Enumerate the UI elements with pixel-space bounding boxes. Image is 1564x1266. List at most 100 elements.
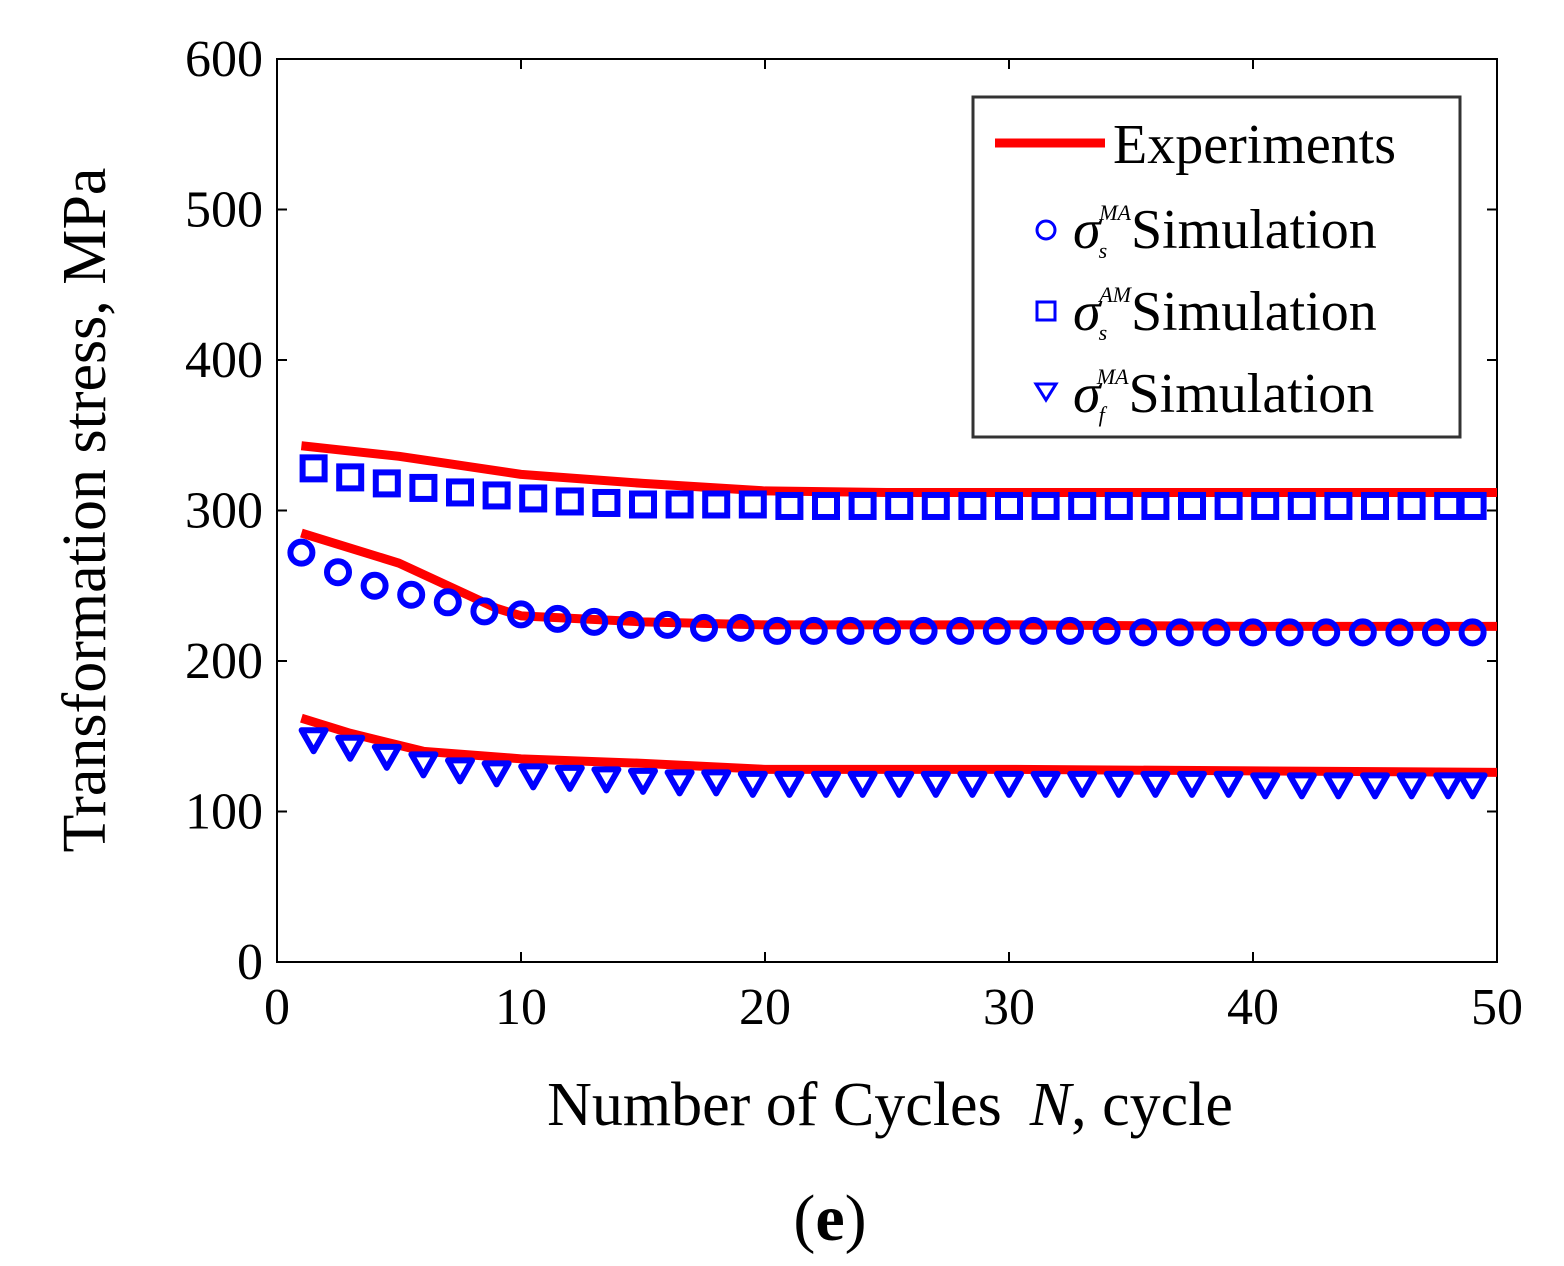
sim-point-triangle bbox=[1177, 770, 1207, 798]
sim-point-square bbox=[738, 490, 767, 519]
sim-point-circle bbox=[653, 610, 682, 639]
sim-point-square bbox=[1361, 491, 1389, 520]
sim-point-square bbox=[1324, 491, 1353, 520]
sim-point-circle bbox=[909, 616, 938, 645]
sim-point-triangle bbox=[591, 766, 622, 794]
legend-box bbox=[971, 95, 1462, 439]
sim-point-square bbox=[519, 484, 548, 513]
y-tick-label: 0 bbox=[237, 934, 263, 991]
sim-point-circle bbox=[287, 538, 316, 567]
sim-point-circle bbox=[433, 588, 462, 617]
sim-point-triangle bbox=[1030, 770, 1061, 798]
sim-point-triangle bbox=[1286, 772, 1317, 800]
y-tick-label: 100 bbox=[185, 784, 263, 841]
sim-point-square bbox=[372, 469, 401, 498]
y-axis-label: Transformation stress, MPa bbox=[51, 168, 119, 853]
sim-point-square bbox=[409, 473, 438, 502]
legend-sigma-s-am: σsAMSimulation bbox=[1073, 281, 1377, 345]
x-tick-label: 30 bbox=[983, 979, 1035, 1036]
sim-point-triangle bbox=[920, 770, 951, 798]
sim-point-square bbox=[812, 491, 840, 520]
sim-point-square bbox=[885, 491, 914, 520]
sim-point-triangle bbox=[628, 767, 658, 795]
sim-point-square bbox=[1141, 491, 1170, 520]
x-tick-label: 0 bbox=[264, 979, 290, 1036]
sim-point-circle bbox=[763, 616, 792, 645]
sim-point-triangle bbox=[408, 751, 439, 779]
legend-triangle-marker bbox=[1033, 382, 1059, 403]
x-axis-label: Number of Cycles N, cycle bbox=[547, 1071, 1233, 1139]
sim-point-circle bbox=[1092, 616, 1121, 645]
legend-square-marker bbox=[1035, 300, 1057, 322]
sim-point-circle bbox=[470, 597, 499, 626]
x-tick-label: 20 bbox=[739, 979, 791, 1036]
sim-point-circle bbox=[1385, 618, 1414, 647]
simulation-markers bbox=[287, 454, 1488, 800]
sim-point-square bbox=[1287, 491, 1316, 520]
sim-point-triangle bbox=[1103, 770, 1134, 798]
sim-point-circle bbox=[1348, 618, 1377, 647]
sim-point-triangle bbox=[1433, 772, 1464, 800]
sim-point-circle bbox=[1422, 618, 1450, 647]
sim-point-circle bbox=[799, 616, 828, 645]
sim-point-circle bbox=[1239, 618, 1267, 647]
sim-point-circle bbox=[1056, 616, 1084, 645]
y-tick-label: 500 bbox=[185, 182, 263, 239]
sim-point-square bbox=[665, 490, 694, 519]
y-tick-label: 200 bbox=[185, 633, 263, 690]
sim-point-triangle bbox=[1067, 770, 1098, 798]
sim-point-square bbox=[921, 491, 950, 520]
sim-point-circle bbox=[360, 571, 389, 600]
sim-point-circle bbox=[690, 613, 718, 642]
sim-point-triangle bbox=[847, 770, 878, 798]
sim-point-triangle bbox=[445, 757, 475, 785]
sim-point-circle bbox=[1129, 618, 1158, 647]
x-tick-label: 40 bbox=[1227, 979, 1279, 1036]
sim-point-square bbox=[1214, 491, 1243, 520]
sim-point-circle bbox=[507, 600, 535, 629]
sim-point-square bbox=[299, 454, 328, 483]
sim-point-circle bbox=[1019, 616, 1048, 645]
sim-point-square bbox=[702, 490, 731, 519]
legend-circle-marker bbox=[1035, 219, 1057, 241]
legend-experiments-label: Experiments bbox=[1113, 114, 1396, 176]
sim-point-triangle bbox=[371, 743, 402, 771]
experiment-series-line bbox=[300, 713, 1498, 777]
sim-point-circle bbox=[726, 613, 755, 642]
sim-point-circle bbox=[873, 616, 901, 645]
sim-point-triangle bbox=[737, 770, 768, 798]
sim-point-square bbox=[1068, 491, 1097, 520]
sim-point-triangle bbox=[481, 760, 512, 788]
sim-point-circle bbox=[580, 607, 609, 636]
sim-point-square bbox=[1458, 491, 1487, 520]
sim-point-triangle bbox=[1140, 770, 1171, 798]
sim-point-triangle bbox=[1323, 772, 1354, 800]
sim-point-circle bbox=[324, 558, 352, 587]
sim-point-square bbox=[995, 491, 1023, 520]
sim-point-triangle bbox=[957, 770, 988, 798]
sim-point-triangle bbox=[994, 770, 1024, 798]
sim-point-circle bbox=[946, 616, 975, 645]
sim-point-circle bbox=[1458, 618, 1487, 647]
sim-point-circle bbox=[397, 580, 426, 609]
sim-point-square bbox=[775, 491, 804, 520]
sim-point-triangle bbox=[884, 770, 915, 798]
sim-point-square bbox=[555, 487, 584, 516]
sim-point-triangle bbox=[1457, 772, 1488, 800]
sim-point-circle bbox=[1312, 618, 1341, 647]
sim-point-circle bbox=[836, 616, 865, 645]
sim-point-square bbox=[446, 478, 474, 507]
sim-point-square bbox=[1251, 491, 1280, 520]
sim-point-triangle bbox=[1396, 772, 1427, 800]
sim-point-square bbox=[1031, 491, 1060, 520]
sim-point-triangle bbox=[298, 727, 329, 755]
y-tick-label: 600 bbox=[185, 31, 263, 88]
legend-sigma-s-ma: σsMASimulation bbox=[1073, 199, 1377, 263]
sim-point-triangle bbox=[335, 734, 366, 762]
sim-point-square bbox=[629, 490, 657, 519]
sim-point-triangle bbox=[1250, 772, 1281, 800]
x-tick-label: 10 bbox=[495, 979, 547, 1036]
sim-point-triangle bbox=[701, 769, 732, 797]
